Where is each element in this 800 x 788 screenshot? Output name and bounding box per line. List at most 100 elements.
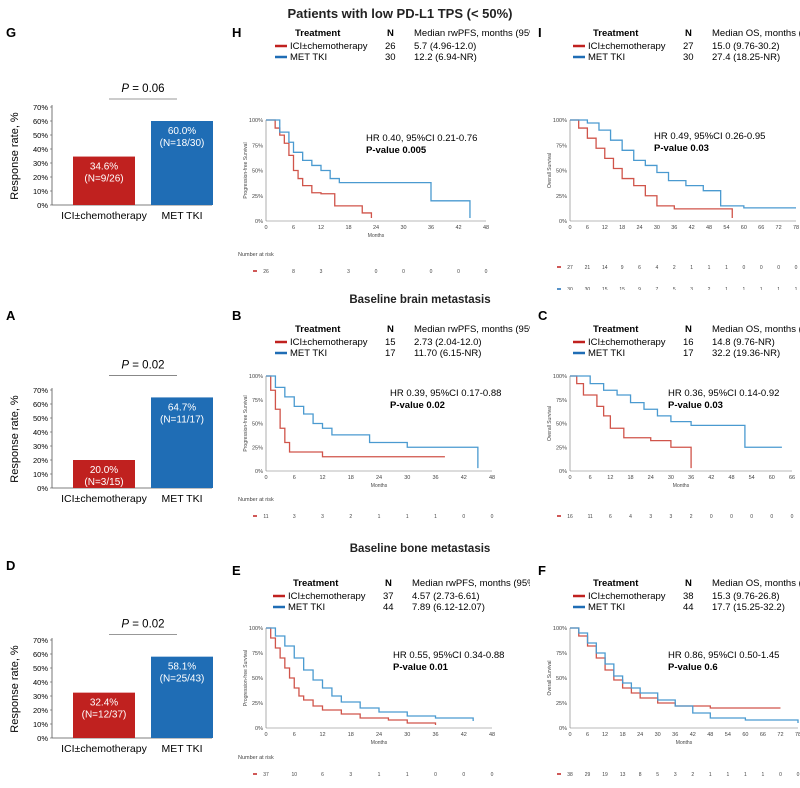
x-tick-label: 78 bbox=[795, 732, 800, 738]
x-tick-label: 54 bbox=[723, 225, 729, 231]
x-tick-label: 12 bbox=[319, 732, 325, 738]
legend-series-median: 32.2 (19.36-NR) bbox=[712, 348, 780, 359]
y-tick-label: 50% bbox=[33, 131, 48, 140]
y-tick-label: 60% bbox=[33, 400, 48, 409]
bar-value-label: 32.4% bbox=[90, 698, 118, 709]
legend-series-n: 30 bbox=[683, 52, 694, 63]
y-tick-label: 40% bbox=[33, 145, 48, 154]
km-curve-met bbox=[266, 627, 474, 721]
y-tick-label: 20% bbox=[33, 173, 48, 182]
risk-count: 0 bbox=[375, 269, 378, 275]
x-tick-label: 12 bbox=[319, 475, 325, 481]
risk-count: 0 bbox=[730, 514, 733, 520]
x-tick-label: 30 bbox=[655, 732, 661, 738]
y-tick-label: 50% bbox=[252, 422, 263, 428]
risk-count: 2 bbox=[349, 514, 352, 520]
x-tick-label: 18 bbox=[627, 475, 633, 481]
y-axis-label: Response rate, % bbox=[9, 395, 21, 483]
x-tick-label: 12 bbox=[602, 225, 608, 231]
y-tick-label: 60% bbox=[33, 117, 48, 126]
risk-count: 3 bbox=[349, 772, 352, 778]
x-axis-label: Months bbox=[371, 740, 388, 746]
legend-series-median: 12.2 (6.94-NR) bbox=[414, 52, 477, 63]
bar-met bbox=[151, 121, 213, 205]
x-tick-label: 0 bbox=[568, 225, 571, 231]
risk-count: 5 bbox=[656, 772, 659, 778]
y-tick-label: 25% bbox=[556, 701, 567, 707]
legend-series-name: ICI±chemotherapy bbox=[290, 337, 368, 348]
km-curve-ici bbox=[266, 119, 373, 218]
section-title-bone: Baseline bone metastasis bbox=[349, 543, 491, 555]
x-tick-label: 60 bbox=[742, 732, 748, 738]
legend-series-n: 44 bbox=[683, 602, 694, 613]
risk-count: 4 bbox=[629, 514, 632, 520]
risk-count: 1 bbox=[434, 514, 437, 520]
y-tick-label: 50% bbox=[556, 676, 567, 682]
risk-count: 0 bbox=[742, 265, 745, 271]
y-axis-label: Response rate, % bbox=[9, 645, 21, 733]
risk-count: 37 bbox=[263, 772, 269, 778]
legend-series-n: 26 bbox=[385, 41, 396, 52]
y-tick-label: 60% bbox=[33, 650, 48, 659]
legend-header-treatment: Treatment bbox=[295, 324, 341, 335]
x-tick-label: 48 bbox=[489, 475, 495, 481]
y-tick-label: 25% bbox=[252, 194, 263, 200]
risk-count: 14 bbox=[602, 265, 608, 271]
y-tick-label: 100% bbox=[553, 374, 567, 380]
y-tick-label: 0% bbox=[37, 734, 48, 743]
x-tick-label: ICI±chemotherapy bbox=[61, 743, 147, 755]
x-tick-label: 66 bbox=[758, 225, 764, 231]
risk-count: 3 bbox=[320, 269, 323, 275]
p-value-text: P-value 0.01 bbox=[393, 662, 449, 673]
km-curve-met bbox=[570, 375, 782, 448]
x-tick-label: 18 bbox=[348, 732, 354, 738]
x-tick-label: 36 bbox=[432, 475, 438, 481]
bar-chart-bone: D Response rate, % 0% 10% 20% 30% 40% 50% 60% 70%… bbox=[6, 558, 213, 755]
legend-series-name: MET TKI bbox=[588, 348, 625, 359]
risk-count: 29 bbox=[585, 772, 591, 778]
risk-count: 0 bbox=[779, 772, 782, 778]
risk-count: 11 bbox=[263, 514, 268, 520]
risk-count: 10 bbox=[291, 772, 297, 778]
risk-count: 0 bbox=[462, 514, 465, 520]
x-tick-label: 12 bbox=[607, 475, 613, 481]
bar-count-label: (N=9/26) bbox=[84, 174, 123, 185]
x-tick-label: 24 bbox=[376, 732, 382, 738]
bar-value-label: 64.7% bbox=[168, 402, 196, 413]
km-pfs-brain: B Treatment N Median rwPFS, months (95% CI)… bbox=[232, 308, 530, 520]
x-tick-label: 6 bbox=[292, 225, 295, 231]
risk-count: 30 bbox=[567, 287, 573, 290]
x-tick-label: 6 bbox=[293, 475, 296, 481]
bar-met bbox=[151, 397, 213, 488]
y-tick-label: 20% bbox=[33, 706, 48, 715]
legend-series-median: 15.0 (9.76-30.2) bbox=[712, 41, 780, 52]
legend-series-name: ICI±chemotherapy bbox=[588, 41, 666, 52]
bar-ici bbox=[73, 156, 135, 205]
y-tick-label: 75% bbox=[252, 651, 263, 657]
y-tick-label: 25% bbox=[252, 701, 263, 707]
risk-count: 2 bbox=[690, 514, 693, 520]
x-tick-label: 60 bbox=[769, 475, 775, 481]
risk-count: 3 bbox=[347, 269, 350, 275]
risk-count: 1 bbox=[708, 265, 711, 271]
risk-count: 15 bbox=[602, 287, 608, 290]
hazard-ratio-text: HR 0.36, 95%CI 0.14-0.92 bbox=[668, 388, 779, 399]
figure-title: Patients with low PD-L1 TPS (< 50%) bbox=[287, 6, 513, 21]
risk-count: 1 bbox=[709, 772, 712, 778]
y-axis-label: Overall Survival bbox=[547, 406, 553, 441]
x-tick-label: 12 bbox=[318, 225, 324, 231]
p-value-text: P-value 0.005 bbox=[366, 145, 427, 156]
risk-count: 1 bbox=[795, 287, 798, 290]
risk-count: 1 bbox=[777, 287, 780, 290]
risk-count: 3 bbox=[670, 514, 673, 520]
x-tick-label: 18 bbox=[345, 225, 351, 231]
panel-letter: H bbox=[232, 25, 241, 40]
legend-series-n: 16 bbox=[683, 337, 694, 348]
x-tick-label: 48 bbox=[706, 225, 712, 231]
x-tick-label: 78 bbox=[793, 225, 799, 231]
km-curve-ici bbox=[570, 119, 733, 218]
y-tick-label: 100% bbox=[249, 118, 263, 124]
km-curve-met bbox=[266, 119, 471, 218]
x-tick-label: ICI±chemotherapy bbox=[61, 210, 147, 222]
x-tick-label: 18 bbox=[348, 475, 354, 481]
